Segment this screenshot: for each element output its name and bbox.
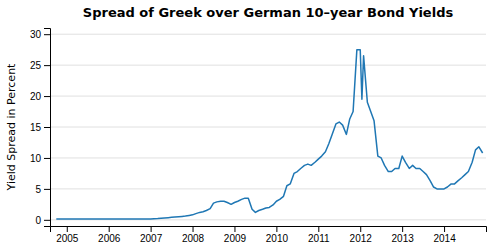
x-tick: 2011 — [308, 226, 330, 244]
y-tick-mark — [44, 65, 50, 66]
grid-line — [50, 127, 486, 128]
y-tick-label: 25 — [30, 60, 42, 71]
chart-title: Spread of Greek over German 10–year Bond… — [83, 5, 454, 20]
grid-line — [50, 157, 486, 158]
x-tick-label: 2012 — [350, 233, 373, 244]
x-tick: 2008 — [182, 226, 205, 244]
x-tick-mark — [276, 226, 277, 232]
x-tick-mark — [67, 226, 68, 232]
x-axis: 2005 2006 2007 2008 2009 2010 2011 2012 2013 2014 — [51, 226, 487, 244]
y-axis: 0 5 10 15 20 25 30 — [30, 29, 51, 227]
y-tick-label: 30 — [30, 29, 42, 40]
grid-line — [50, 188, 486, 189]
x-tick-mark — [360, 226, 361, 232]
y-tick-label: 5 — [35, 184, 41, 195]
y-tick-mark — [44, 189, 50, 190]
x-tick: 2007 — [140, 226, 163, 244]
y-tick: 30 — [30, 29, 50, 40]
grid-line — [50, 96, 486, 97]
y-axis-line — [44, 29, 51, 227]
y-tick: 5 — [35, 184, 50, 195]
y-axis-title: Yield Spread in Percent — [5, 63, 18, 192]
x-tick: 2006 — [98, 226, 121, 244]
y-tick-mark — [44, 158, 50, 159]
x-tick-label: 2009 — [224, 233, 247, 244]
y-tick: 15 — [30, 122, 50, 133]
grid-line — [50, 65, 486, 66]
y-tick-label: 20 — [30, 91, 42, 102]
y-tick: 0 — [35, 215, 50, 226]
x-tick-label: 2010 — [266, 233, 289, 244]
x-tick-label: 2005 — [56, 233, 79, 244]
x-tick-label: 2014 — [433, 233, 456, 244]
x-tick: 2013 — [392, 226, 415, 244]
y-tick-mark — [44, 34, 50, 35]
x-tick: 2010 — [266, 226, 289, 244]
grid-line — [50, 34, 486, 35]
x-tick-mark — [109, 226, 110, 232]
chart: 2005200620072008200920102011201220132014… — [0, 0, 500, 250]
plot-area — [56, 50, 482, 219]
x-tick-mark — [444, 226, 445, 232]
y-tick-label: 10 — [30, 153, 42, 164]
line — [56, 50, 482, 219]
grid — [50, 34, 486, 220]
x-tick: 2014 — [433, 226, 456, 244]
x-tick-label: 2006 — [98, 233, 121, 244]
x-tick: 2005 — [56, 226, 79, 244]
x-tick-label: 2011 — [308, 233, 330, 244]
x-axis-line — [51, 227, 487, 233]
y-tick-label: 15 — [30, 122, 42, 133]
x-tick: 2012 — [350, 226, 373, 244]
y-tick-mark — [44, 127, 50, 128]
x-tick-mark — [234, 226, 235, 232]
y-tick-mark — [44, 220, 50, 221]
x-tick-label: 2008 — [182, 233, 205, 244]
y-tick: 25 — [30, 60, 50, 71]
x-tick-label: 2013 — [392, 233, 415, 244]
y-tick-mark — [44, 96, 50, 97]
x-tick: 2009 — [224, 226, 247, 244]
y-tick-label: 0 — [35, 215, 41, 226]
x-tick-mark — [193, 226, 194, 232]
x-tick-mark — [402, 226, 403, 232]
x-tick-mark — [318, 226, 319, 232]
x-tick-mark — [151, 226, 152, 232]
x-tick-label: 2007 — [140, 233, 163, 244]
y-tick: 20 — [30, 91, 50, 102]
y-tick: 10 — [30, 153, 50, 164]
